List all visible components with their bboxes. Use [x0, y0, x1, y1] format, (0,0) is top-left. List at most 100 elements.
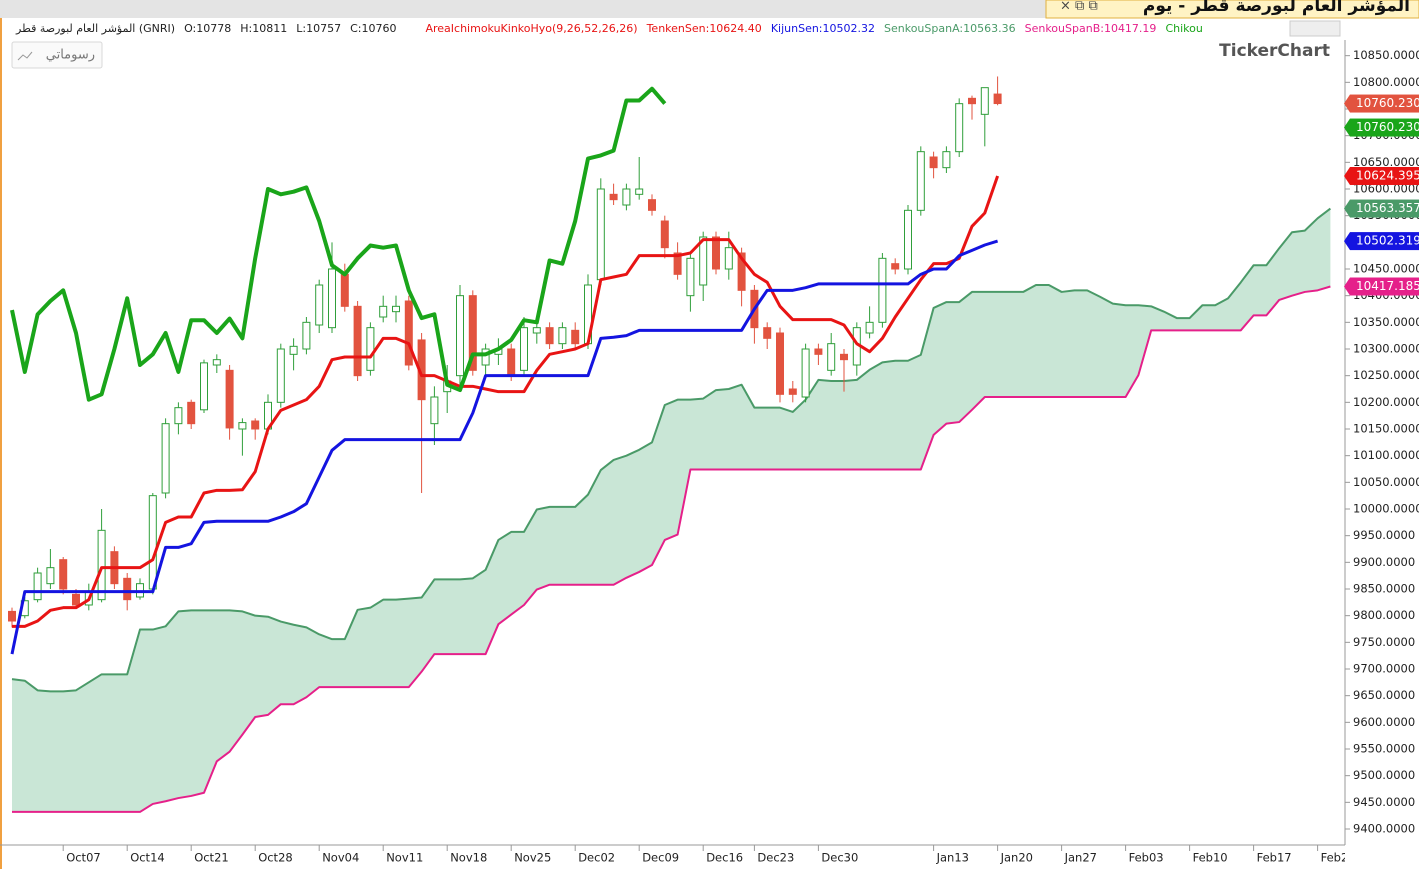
candle-body	[545, 327, 554, 345]
candle-body	[993, 93, 1002, 105]
x-tick-label: Feb24	[1321, 851, 1356, 865]
candle-body	[238, 422, 247, 430]
candle-body	[276, 348, 285, 403]
x-tick-label: Dec30	[821, 851, 858, 865]
price-badge	[1350, 118, 1419, 137]
indicator-line	[10, 86, 667, 402]
y-tick-label: 9600.0000	[1353, 715, 1415, 729]
y-tick-label: 9950.0000	[1353, 528, 1415, 542]
y-tick-label: 10150.0000	[1353, 422, 1419, 436]
candle-body	[955, 103, 964, 153]
drawings-label[interactable]: رسوماتي	[46, 48, 95, 63]
candle-body	[648, 199, 656, 211]
y-tick-label: 10450.0000	[1353, 262, 1419, 276]
candle-body	[507, 348, 516, 377]
y-tick-label: 9550.0000	[1353, 742, 1415, 756]
x-tick-label: Dec23	[757, 851, 794, 865]
price-badge	[1350, 232, 1419, 251]
y-tick-label: 10350.0000	[1353, 315, 1419, 329]
panel-controls[interactable]	[1289, 20, 1341, 37]
candle-body	[315, 284, 324, 326]
candle-body	[366, 327, 375, 371]
candle-body	[212, 359, 221, 366]
x-tick-label: Nov04	[322, 851, 359, 865]
candle-body	[430, 396, 439, 425]
x-tick-label: Oct14	[130, 851, 165, 865]
candle-body	[737, 252, 746, 291]
price-badge-label: 10760.230	[1356, 120, 1419, 134]
candle-body	[904, 209, 912, 270]
drawings-button[interactable]	[11, 41, 103, 69]
candle-body	[46, 567, 55, 585]
y-tick-label: 9750.0000	[1353, 635, 1415, 649]
candle-body	[187, 401, 196, 425]
x-tick-label: Feb17	[1257, 851, 1292, 865]
indicator-line	[11, 207, 1332, 693]
x-tick-label: Oct28	[258, 851, 293, 865]
candle-body	[456, 295, 464, 377]
legend-entry: L:10757	[296, 22, 341, 35]
candle-body	[340, 273, 349, 307]
candle-body	[33, 572, 42, 601]
x-tick-label: Nov18	[450, 851, 487, 865]
candle-body	[379, 305, 388, 318]
price-badge	[1350, 166, 1419, 185]
candle-body	[686, 257, 695, 297]
y-tick-label: 9650.0000	[1353, 688, 1415, 702]
price-badge-label: 10502.319	[1356, 234, 1419, 248]
candle-body	[891, 263, 900, 270]
candle-body	[520, 327, 528, 371]
x-tick-label: Dec02	[578, 851, 615, 865]
legend-entry: TenkenSen:10624.40	[646, 22, 762, 35]
candle-body	[558, 327, 567, 345]
window-tab[interactable]	[1045, 0, 1419, 19]
price-badge-label: 10417.185	[1356, 279, 1419, 293]
legend-entry: O:10778	[184, 22, 231, 35]
x-tick-label: Dec16	[706, 851, 743, 865]
candle-body	[622, 188, 631, 206]
candle-body	[481, 348, 490, 366]
y-tick-label: 9700.0000	[1353, 662, 1415, 676]
price-badge-label: 10563.357	[1356, 201, 1419, 215]
y-tick-label: 9400.0000	[1353, 822, 1415, 836]
indicator-line	[12, 285, 1331, 813]
x-tick-label: Dec09	[642, 851, 679, 865]
y-tick-label: 10100.0000	[1353, 448, 1419, 462]
candle-body	[328, 268, 336, 329]
y-tick-label: 10650.0000	[1353, 155, 1419, 169]
candle-body	[968, 97, 976, 105]
y-tick-label: 9800.0000	[1353, 608, 1415, 622]
legend-entry: AreaIchimokuKinkoHyo(9,26,52,26,26)	[425, 22, 637, 35]
legend-entry: KijunSen:10502.32	[771, 22, 875, 35]
y-tick-label: 9450.0000	[1353, 795, 1415, 809]
y-tick-label: 10600.0000	[1353, 182, 1419, 196]
x-tick-label: Feb03	[1129, 851, 1164, 865]
y-tick-label: 9900.0000	[1353, 555, 1415, 569]
candle-body	[980, 87, 989, 115]
candle-body	[814, 348, 823, 355]
legend-entry: SenkouSpanB:10417.19	[1025, 22, 1157, 35]
candle-body	[878, 257, 887, 323]
candle-body	[916, 151, 925, 211]
indicator-line	[12, 175, 1000, 628]
y-tick-label: 10800.0000	[1353, 75, 1419, 89]
price-badge-arrow	[1344, 118, 1350, 137]
candle-body	[865, 321, 874, 334]
window-icons[interactable]: × ⧉ ⧉	[1060, 0, 1098, 14]
y-tick-label: 10250.0000	[1353, 368, 1419, 382]
candle-body	[161, 423, 170, 494]
candle-body	[827, 343, 836, 371]
candle-body	[123, 577, 132, 601]
candle-body	[404, 300, 413, 366]
y-tick-label: 10050.0000	[1353, 475, 1419, 489]
candle-body	[174, 407, 183, 425]
candle-body	[712, 236, 720, 270]
candle-body	[660, 220, 669, 249]
candle-body	[776, 332, 784, 395]
legend-entry: H:10811	[240, 22, 287, 35]
x-tick-label: Jan13	[936, 851, 969, 865]
ichimoku-cloud	[12, 208, 1331, 812]
candle-body	[72, 593, 80, 606]
indicator-line	[10, 239, 999, 655]
plot-area: Oct07 Oct14 Oct21 Oct28 Nov04 Nov11 Nov18 Nov25…	[8, 76, 1356, 865]
